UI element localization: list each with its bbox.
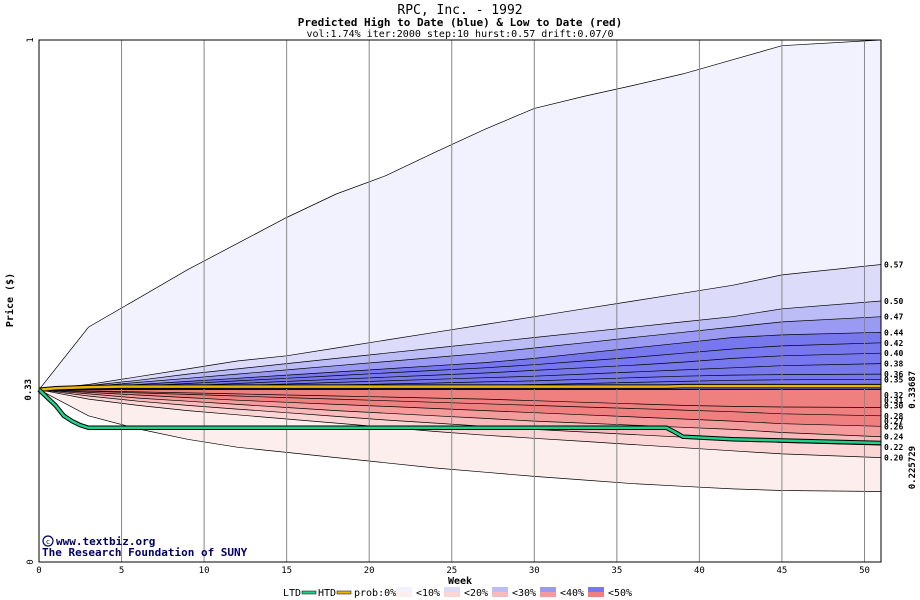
legend-swatch-red-2: [444, 592, 460, 597]
x-axis-label: Week: [448, 576, 472, 587]
legend-swatch-blue-1: [396, 587, 412, 592]
legend-htd-label: HTD: [318, 588, 336, 599]
legend-swatch-blue-5: [588, 587, 604, 592]
copyright-icon: c: [42, 535, 54, 547]
right-label: 0.28: [884, 412, 903, 421]
legend-htd-swatch: [336, 590, 352, 595]
legend-prob-label: prob:0%: [354, 588, 396, 599]
legend-ltd-label: LTD: [283, 588, 301, 599]
legend-entry-3: <30%: [512, 588, 536, 599]
right-label: 0.32: [884, 391, 903, 400]
chart-params: vol:1.74% iter:2000 step:10 hurst:0.57 d…: [306, 29, 613, 40]
right-label: 0.40: [884, 349, 903, 358]
x-tick-label-45: 45: [777, 566, 788, 576]
x-tick-label-30: 30: [529, 566, 540, 576]
ltd-line: [38, 388, 882, 445]
legend-entry-2: <20%: [464, 588, 488, 599]
legend-swatch-blue-2: [444, 587, 460, 592]
x-tick-label-20: 20: [364, 566, 375, 576]
right-label: 0.20: [884, 454, 903, 463]
right-label: 0.22: [884, 443, 903, 452]
chart-title: RPC, Inc. - 1992: [397, 3, 522, 18]
right-label: 0.42: [884, 339, 903, 348]
right-label: 0.44: [884, 328, 903, 337]
right-label: 0.50: [884, 297, 903, 306]
legend-swatch-red-1: [396, 592, 412, 597]
x-tick-label-50: 50: [859, 566, 870, 576]
legend-swatch-blue-3: [492, 587, 508, 592]
plot-area: 0 5 10 15 20 25 30 35 40 45 50 0 1 0.33 0.57 0.50 0.47 0.…: [24, 37, 918, 576]
y-tick-label-0: 0: [26, 559, 36, 564]
ltd-value-label: 0.225729: [908, 446, 918, 489]
legend-swatch-blue-4: [540, 587, 556, 592]
plot-frame: [38, 39, 882, 563]
right-label: 0.35: [884, 375, 903, 384]
x-tick-label-10: 10: [199, 566, 210, 576]
legend-entry-1: <10%: [416, 588, 440, 599]
right-label: 0.38: [884, 360, 903, 369]
right-label: 0.31: [884, 396, 903, 405]
svg-text:c: c: [46, 538, 50, 546]
legend-swatch-red-4: [540, 592, 556, 597]
x-tick-label-25: 25: [446, 566, 457, 576]
credit-org: The Research Foundation of SUNY: [42, 546, 248, 559]
y-tick-label-1: 1: [26, 37, 36, 42]
credit-url: www.textbiz.org: [56, 535, 155, 548]
legend-swatch-red-5: [588, 592, 604, 597]
legend-entry-5: <50%: [608, 588, 632, 599]
chart-subtitle: Predicted High to Date (blue) & Low to D…: [298, 16, 623, 29]
right-label: 0.36: [884, 370, 903, 379]
right-label: 0.27: [884, 417, 903, 426]
right-label: 0.57: [884, 260, 903, 269]
legend-entry-4: <40%: [560, 588, 584, 599]
x-tick-label-40: 40: [694, 566, 705, 576]
htd-value-label: 0.33687: [908, 371, 918, 409]
htd-line: [38, 384, 881, 391]
legend-swatch-red-3: [492, 592, 508, 597]
x-tick-label-0: 0: [36, 566, 41, 576]
right-label: 0.24: [884, 433, 903, 442]
right-label: 0.26: [884, 422, 903, 431]
legend-ltd-swatch: [301, 590, 317, 595]
legend: LTD HTD prob:0% <10% <20% <30% <40% <50%: [283, 587, 632, 599]
right-label: 0.47: [884, 313, 903, 322]
start-price-label: 0.33: [24, 379, 34, 401]
x-tick-label-15: 15: [281, 566, 292, 576]
y-axis-label: Price ($): [4, 273, 16, 327]
x-tick-label-35: 35: [611, 566, 622, 576]
x-tick-label-5: 5: [119, 566, 124, 576]
right-label: 0.30: [884, 401, 903, 410]
